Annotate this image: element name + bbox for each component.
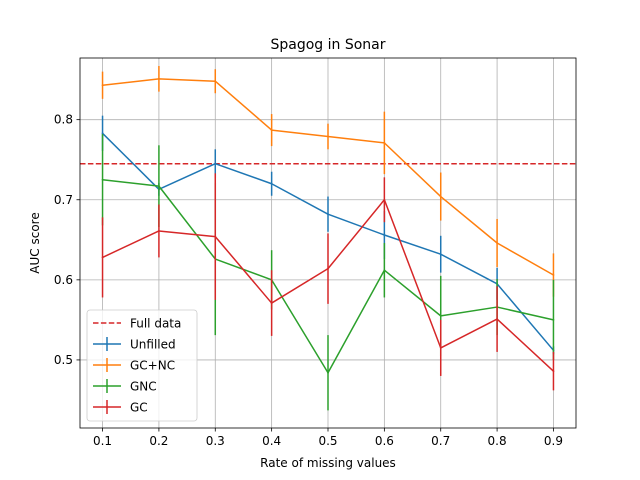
data-point: [383, 234, 386, 236]
data-point: [496, 318, 498, 320]
series-gc: [101, 173, 555, 391]
data-point: [439, 314, 442, 317]
chart-title: Spagog in Sonar: [270, 37, 385, 53]
data-point: [552, 370, 555, 373]
legend-label-gc: GC: [130, 401, 148, 415]
data-point: [101, 132, 104, 135]
data-point: [439, 195, 442, 198]
data-point: [158, 185, 160, 188]
x-tick-label: 0.3: [206, 434, 225, 448]
legend-label-gnc: GNC: [130, 380, 157, 394]
legend-label-full-data: Full data: [130, 317, 181, 331]
data-point: [383, 198, 386, 201]
data-point: [101, 178, 104, 181]
x-tick-label: 0.4: [262, 434, 281, 448]
data-point: [383, 141, 386, 144]
data-point: [270, 182, 273, 185]
data-point: [327, 213, 329, 216]
x-tick-label: 0.7: [431, 434, 450, 448]
data-point: [214, 235, 217, 238]
x-tick-label: 0.8: [488, 434, 507, 448]
x-axis-label: Rate of missing values: [260, 456, 396, 470]
data-point: [383, 269, 386, 272]
data-point: [101, 84, 104, 87]
y-axis-ticks: 0.5 0.6 0.7 0.8: [54, 113, 80, 367]
legend: Full data Unfilled GC+NC GNC GC: [86, 309, 198, 422]
data-point: [158, 77, 160, 80]
x-axis-ticks: 0.1 0.2 0.3 0.4 0.5 0.6 0.7 0.8 0.9: [93, 428, 563, 448]
data-point: [270, 129, 273, 131]
y-tick-label: 0.7: [54, 193, 73, 207]
data-point: [552, 274, 555, 276]
legend-label-gc-nc: GC+NC: [130, 359, 175, 373]
data-point: [552, 318, 555, 321]
series-gc-nc: [101, 66, 555, 297]
data-point: [214, 80, 217, 83]
data-point: [327, 135, 329, 138]
x-tick-label: 0.5: [318, 434, 337, 448]
y-tick-label: 0.6: [54, 273, 73, 287]
y-axis-label: AUC score: [28, 212, 42, 273]
x-tick-label: 0.2: [149, 434, 168, 448]
legend-label-unfilled: Unfilled: [130, 338, 176, 352]
data-point: [327, 371, 329, 374]
data-point: [101, 256, 104, 259]
data-point: [158, 230, 160, 232]
y-tick-label: 0.8: [54, 113, 73, 127]
data-point: [270, 302, 273, 304]
data-point: [439, 347, 442, 349]
series-group: [101, 66, 555, 411]
data-point: [496, 242, 498, 244]
legend-box: [86, 309, 198, 422]
x-tick-label: 0.9: [544, 434, 563, 448]
y-tick-label: 0.5: [54, 353, 73, 367]
x-tick-label: 0.1: [93, 434, 112, 448]
x-tick-label: 0.6: [375, 434, 394, 448]
data-point: [214, 162, 217, 165]
data-point: [327, 267, 329, 270]
data-point: [439, 253, 442, 256]
